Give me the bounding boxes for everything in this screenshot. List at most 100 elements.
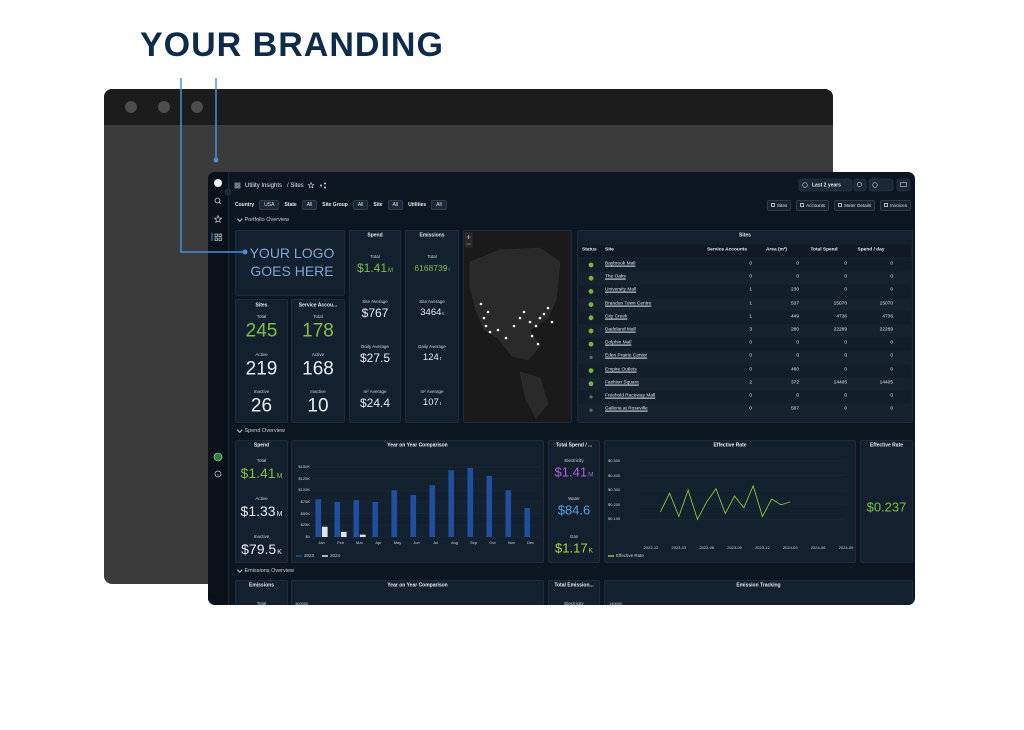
stat-value: $27.5	[349, 352, 401, 364]
button-icon	[884, 203, 889, 207]
site-link[interactable]: Baybrook Mall	[605, 261, 636, 267]
stat-unit: K	[588, 547, 593, 555]
stat-number: 124	[422, 352, 439, 364]
filter-select[interactable]: All	[431, 200, 447, 210]
bar	[505, 490, 512, 537]
site-link[interactable]: University Mall	[605, 287, 637, 293]
nav-button[interactable]: Sites	[766, 199, 792, 211]
site-link[interactable]: Empire Outlets	[605, 367, 637, 373]
x-tick-label: 2023-03	[671, 545, 687, 550]
panel-title: Sites	[255, 302, 268, 309]
stat-label: Gas	[569, 533, 579, 539]
table-cell: 0	[890, 406, 893, 412]
stat-label: Inactive	[253, 388, 270, 394]
x-tick-label: Dec	[526, 540, 535, 545]
chart-title: Effective Rate	[713, 442, 747, 449]
tv-mode-button[interactable]	[896, 178, 911, 192]
search-icon[interactable]	[214, 197, 222, 205]
site-link[interactable]: Galleria at Roseville	[605, 406, 648, 412]
filter-select[interactable]: All	[352, 200, 369, 210]
table-cell: 22289	[879, 327, 893, 333]
filter-select[interactable]: All	[301, 200, 318, 210]
y-tick-label: $0.300	[608, 487, 621, 493]
section-header[interactable]: Spend Overview	[237, 427, 285, 435]
site-link[interactable]: Dolphin Mall	[605, 340, 632, 346]
x-tick-label: 2024-06	[810, 545, 826, 550]
nav-button[interactable]: Accounts	[796, 199, 830, 211]
table-cell: 15070	[833, 301, 847, 307]
table-cell: 0	[844, 406, 847, 412]
stat-label: Total	[256, 313, 267, 319]
zoom-out-button[interactable]	[853, 178, 867, 192]
table-row	[579, 391, 911, 404]
window-dot	[191, 101, 203, 113]
map-site-dot	[528, 320, 532, 324]
sidebar-toggle[interactable]	[224, 188, 232, 196]
table-cell: 0	[890, 261, 893, 267]
org-emblem[interactable]	[213, 452, 223, 462]
table-cell: 0	[749, 367, 752, 373]
filter-select[interactable]: All	[387, 200, 404, 210]
window-dot	[125, 101, 137, 113]
map-site-dot	[488, 330, 492, 334]
bar	[448, 470, 455, 537]
panel	[548, 440, 600, 563]
panel-title: Emissions	[248, 582, 274, 589]
chevron	[237, 427, 243, 433]
stat-value: $84.6	[548, 504, 600, 517]
filter-label: Country	[235, 202, 255, 208]
panel-title: Spend	[253, 442, 270, 449]
table-row	[579, 364, 911, 377]
y-tick-label: $75K	[300, 499, 310, 504]
filter-label: Utilities	[408, 202, 427, 208]
stat-label: Inactive	[253, 533, 270, 539]
refresh-icon	[872, 182, 878, 188]
filter-select[interactable]: USA	[259, 200, 280, 210]
y-tick-label: $150K	[298, 464, 310, 469]
stat-value: 26	[235, 397, 288, 416]
site-link[interactable]: Fashion Square	[605, 380, 639, 386]
refresh-button[interactable]	[868, 178, 894, 192]
site-link[interactable]: Dadeland Mall	[605, 327, 636, 333]
app-icon	[234, 182, 241, 189]
panel-title: Service Accou...	[298, 302, 338, 309]
table-cell: 1	[749, 287, 752, 293]
panel	[235, 299, 288, 423]
help-icon[interactable]	[214, 470, 222, 478]
site-link[interactable]: Eden Prairie Center	[605, 353, 648, 359]
table-cell: 480	[790, 367, 799, 373]
stat-unit: M	[588, 471, 594, 479]
map-site-dot	[518, 316, 522, 320]
stat-label: Inactive	[310, 388, 326, 394]
star-icon[interactable]	[307, 181, 315, 189]
site-link[interactable]: Freehold Raceway Mall	[605, 393, 656, 399]
legend-label: 2023	[304, 552, 315, 558]
time-range-picker[interactable]	[798, 178, 853, 192]
site-link[interactable]: City Creek	[605, 314, 628, 320]
share-icon[interactable]	[320, 182, 326, 189]
table-cell: 0	[796, 274, 799, 280]
status-dot	[589, 395, 593, 399]
site-link[interactable]: The Oaks	[605, 274, 626, 280]
chart-title: Emission Tracking	[736, 582, 781, 589]
section-header[interactable]: Portfolio Overview	[237, 216, 289, 224]
section-header[interactable]: Emissions Overview	[237, 567, 294, 575]
site-link[interactable]: Brandon Town Centre	[605, 301, 652, 307]
nav-button[interactable]: Invoices	[880, 199, 911, 211]
favorites-icon[interactable]	[213, 214, 223, 224]
stat-unit: t	[439, 402, 442, 408]
bar	[467, 467, 474, 537]
map-site-dot	[522, 310, 526, 314]
x-tick-label: Apr	[375, 540, 382, 545]
table-row	[579, 404, 911, 417]
nav-button[interactable]: Meter Details	[834, 199, 876, 211]
button-label: Meter Details	[844, 202, 872, 208]
user-avatar[interactable]	[214, 179, 222, 187]
dashboards-icon[interactable]	[214, 233, 222, 241]
table-cell: 0	[749, 393, 752, 399]
map-zoom-control[interactable]	[464, 232, 473, 248]
button-icon	[838, 203, 843, 207]
stat-label: Daily Average	[361, 343, 389, 349]
window-titlebar	[104, 89, 833, 125]
table-cell: 0	[890, 353, 893, 359]
